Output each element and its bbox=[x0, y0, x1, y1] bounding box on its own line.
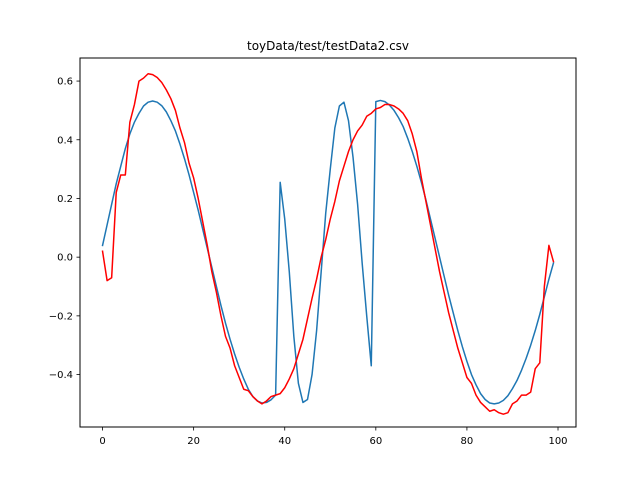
x-axis: 0 20 40 60 80 100 bbox=[99, 427, 568, 447]
series-layer bbox=[101, 72, 555, 415]
x-tick-label: 60 bbox=[369, 436, 382, 447]
y-tick-label: −0.2 bbox=[49, 311, 73, 322]
y-tick-label: −0.4 bbox=[49, 370, 73, 381]
chart-title: toyData/test/testData2.csv bbox=[247, 39, 409, 53]
y-tick-label: 0.2 bbox=[57, 194, 73, 205]
x-tick-label: 20 bbox=[187, 436, 200, 447]
x-tick-label: 40 bbox=[278, 436, 291, 447]
y-tick-label: 0.4 bbox=[57, 135, 73, 146]
x-tick-label: 80 bbox=[461, 436, 474, 447]
y-tick-label: 0.6 bbox=[57, 77, 73, 88]
y-tick-label: 0.0 bbox=[57, 253, 73, 264]
plot-frame bbox=[79, 57, 577, 428]
x-tick-label: 100 bbox=[548, 436, 567, 447]
series-line-1 bbox=[101, 72, 555, 415]
y-axis: −0.4 −0.2 0.0 0.2 0.4 0.6 bbox=[49, 77, 80, 381]
x-tick-label: 0 bbox=[99, 436, 105, 447]
series-line-0 bbox=[101, 99, 555, 405]
